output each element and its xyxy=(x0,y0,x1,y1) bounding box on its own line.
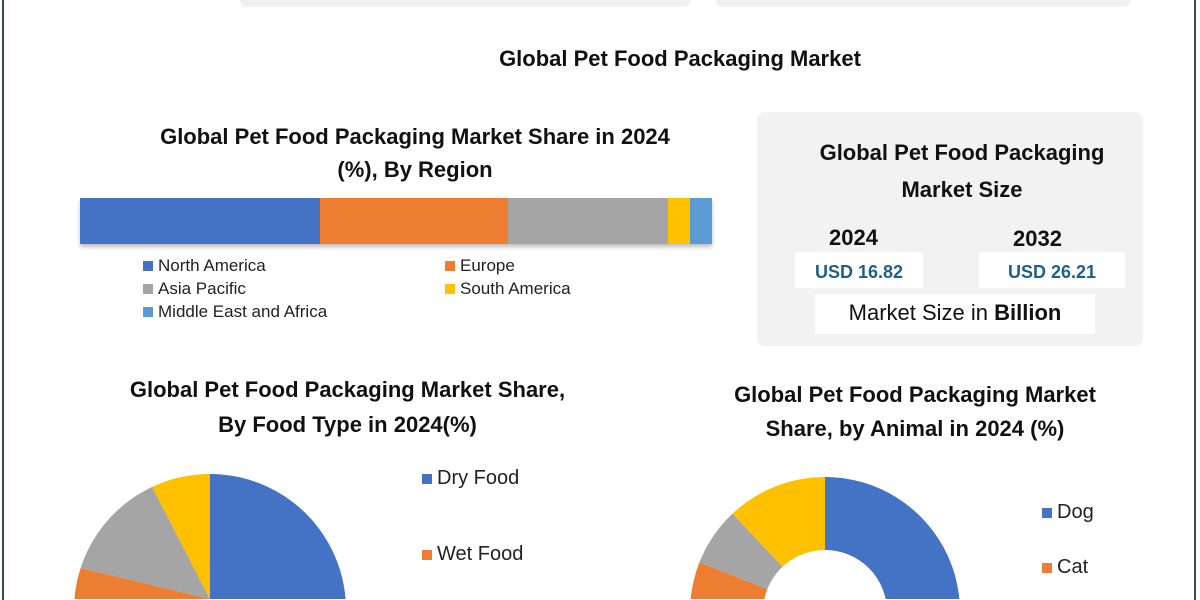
legend-item: Cat xyxy=(1042,556,1088,579)
slice-other xyxy=(699,513,783,590)
bar-segment-north-america xyxy=(80,198,321,244)
legend-swatch xyxy=(445,284,455,294)
top-card-left xyxy=(240,0,690,7)
legend-swatch xyxy=(422,473,432,484)
legend-item: South America xyxy=(445,279,571,299)
legend-label: Cat xyxy=(1057,556,1089,578)
slice-dry-food xyxy=(210,474,346,599)
region-title-line2: (%), By Region xyxy=(337,157,493,182)
animal-title-line2: Share, by Animal in 2024 (%) xyxy=(765,416,1065,441)
legend-swatch xyxy=(143,261,153,271)
bar-segment-asia-pacific xyxy=(507,198,668,244)
legend-swatch xyxy=(1042,562,1052,573)
legend-item: Wet Food xyxy=(422,543,523,566)
unit-prefix: Market Size in xyxy=(848,300,995,325)
slice-wet-food xyxy=(74,568,210,599)
region-chart-title: Global Pet Food Packaging Market Share i… xyxy=(100,120,730,186)
slice-cat xyxy=(690,562,825,599)
legend-label: Asia Pacific xyxy=(158,279,246,298)
top-card-right xyxy=(716,0,1130,7)
legend-item: Dry Food xyxy=(422,467,519,490)
legend-label: North America xyxy=(158,256,266,275)
legend-item: Asia Pacific xyxy=(143,279,246,299)
legend-item: Europe xyxy=(445,256,515,276)
unit-value: Billion xyxy=(994,300,1062,325)
food-type-chart-title: Global Pet Food Packaging Market Share, … xyxy=(80,372,615,442)
legend-item: Middle East and Africa xyxy=(143,302,327,322)
slice-other-2 xyxy=(732,477,825,567)
legend-item: Dog xyxy=(1042,501,1094,524)
legend-swatch xyxy=(143,307,153,317)
animal-chart-title: Global Pet Food Packaging Market Share, … xyxy=(700,378,1130,446)
legend-label: Dry Food xyxy=(437,467,520,489)
legend-label: Wet Food xyxy=(437,543,524,565)
legend-swatch xyxy=(422,549,432,560)
market-size-unit-label: Market Size in Billion xyxy=(815,294,1095,334)
market-size-title-line1: Global Pet Food Packaging xyxy=(819,140,1105,165)
bar-segment-south-america xyxy=(667,198,690,244)
legend-swatch xyxy=(143,284,153,294)
slice-other xyxy=(80,486,210,599)
food-title-line2: By Food Type in 2024(%) xyxy=(218,412,477,437)
legend-label: Dog xyxy=(1057,501,1094,523)
bar-segment-europe xyxy=(320,198,508,244)
slice-other-2 xyxy=(152,474,210,599)
legend-label: Europe xyxy=(460,256,515,275)
region-stacked-bar xyxy=(80,198,712,244)
legend-label: Middle East and Africa xyxy=(158,302,328,321)
legend-label: South America xyxy=(460,279,571,298)
value-2024: USD 16.82 xyxy=(795,252,923,288)
food-title-line1: Global Pet Food Packaging Market Share, xyxy=(129,377,566,402)
bar-segment-middle-east-and-africa xyxy=(689,198,712,244)
market-size-title-line2: Market Size xyxy=(901,177,1023,202)
value-2032: USD 26.21 xyxy=(979,252,1125,288)
legend-item: North America xyxy=(143,256,266,276)
animal-title-line1: Global Pet Food Packaging Market xyxy=(734,382,1096,407)
year-2032: 2032 xyxy=(1013,226,1062,251)
legend-swatch xyxy=(1042,507,1052,518)
region-title-line1: Global Pet Food Packaging Market Share i… xyxy=(160,124,670,149)
year-2024: 2024 xyxy=(829,225,878,250)
main-title: Global Pet Food Packaging Market xyxy=(499,46,861,71)
slice-dog xyxy=(825,477,960,599)
market-size-title: Global Pet Food Packaging Market Size xyxy=(777,134,1147,208)
legend-swatch xyxy=(445,261,455,271)
